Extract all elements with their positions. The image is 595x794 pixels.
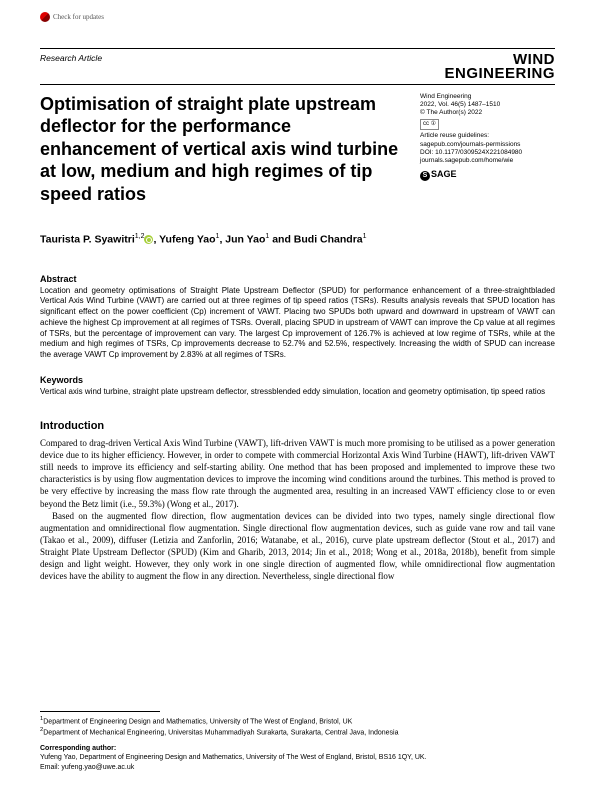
article-title: Optimisation of straight plate upstream … [40, 93, 402, 206]
meta-reuse-label: Article reuse guidelines: [420, 132, 555, 140]
introduction-body: Compared to drag-driven Vertical Axis Wi… [40, 437, 555, 583]
publisher-name: SAGE [431, 169, 457, 179]
abstract-text: Location and geometry optimisations of S… [40, 286, 555, 362]
author-3: , Jun Yao [219, 234, 265, 246]
keywords-text: Vertical axis wind turbine, straight pla… [40, 387, 555, 398]
check-updates-icon [40, 12, 50, 22]
title-meta-row: Optimisation of straight plate upstream … [40, 93, 555, 206]
rule-top [40, 48, 555, 49]
abstract-heading: Abstract [40, 274, 555, 284]
author-2: , Yufeng Yao [153, 234, 215, 246]
intro-para-2: Based on the augmented flow direction, f… [40, 510, 555, 583]
publisher-logo: SSAGE [420, 169, 555, 181]
meta-volume: 2022, Vol. 46(5) 1487–1510 [420, 101, 555, 109]
meta-journal: Wind Engineering [420, 93, 555, 101]
journal-logo: WIND ENGINEERING [444, 53, 555, 82]
affiliation-2-text: Department of Mechanical Engineering, Un… [43, 729, 398, 736]
corresponding-author-email: Email: yufeng.yao@uwe.ac.uk [40, 763, 555, 772]
check-updates-label: Check for updates [53, 13, 104, 21]
cc-badge: cc ① [420, 119, 439, 131]
introduction-heading: Introduction [40, 420, 555, 432]
meta-copyright: © The Author(s) 2022 [420, 109, 555, 117]
meta-reuse-url[interactable]: sagepub.com/journals-permissions [420, 141, 555, 149]
meta-doi: DOI: 10.1177/0309524X221084980 [420, 149, 555, 157]
author-1: Taurista P. Syawitri [40, 234, 135, 246]
rule-mid [40, 84, 555, 85]
title-column: Optimisation of straight plate upstream … [40, 93, 402, 206]
meta-column: Wind Engineering 2022, Vol. 46(5) 1487–1… [420, 93, 555, 206]
footer-rule [40, 711, 160, 712]
author-4-affil: 1 [363, 233, 367, 240]
author-4: and Budi Chandra [269, 234, 362, 246]
footer: 1Department of Engineering Design and Ma… [40, 711, 555, 772]
corresponding-author-heading: Corresponding author: [40, 744, 555, 753]
authors-line: Taurista P. Syawitri1,2 , Yufeng Yao 1 , Ju… [40, 233, 555, 246]
journal-logo-line2: ENGINEERING [444, 67, 555, 81]
author-1-affil: 1,2 [135, 233, 145, 240]
affiliation-2: 2Department of Mechanical Engineering, U… [40, 727, 555, 738]
sage-s-icon: S [420, 171, 430, 181]
affiliation-1-text: Department of Engineering Design and Mat… [43, 718, 352, 725]
intro-para-1: Compared to drag-driven Vertical Axis Wi… [40, 437, 555, 510]
header-row: Research Article WIND ENGINEERING [40, 53, 555, 82]
keywords-heading: Keywords [40, 375, 555, 385]
meta-journal-url[interactable]: journals.sagepub.com/home/wie [420, 157, 555, 165]
affiliation-1: 1Department of Engineering Design and Ma… [40, 716, 555, 727]
check-updates-badge[interactable]: Check for updates [40, 12, 104, 22]
article-type: Research Article [40, 53, 102, 63]
corresponding-author-text: Yufeng Yao, Department of Engineering De… [40, 753, 555, 762]
